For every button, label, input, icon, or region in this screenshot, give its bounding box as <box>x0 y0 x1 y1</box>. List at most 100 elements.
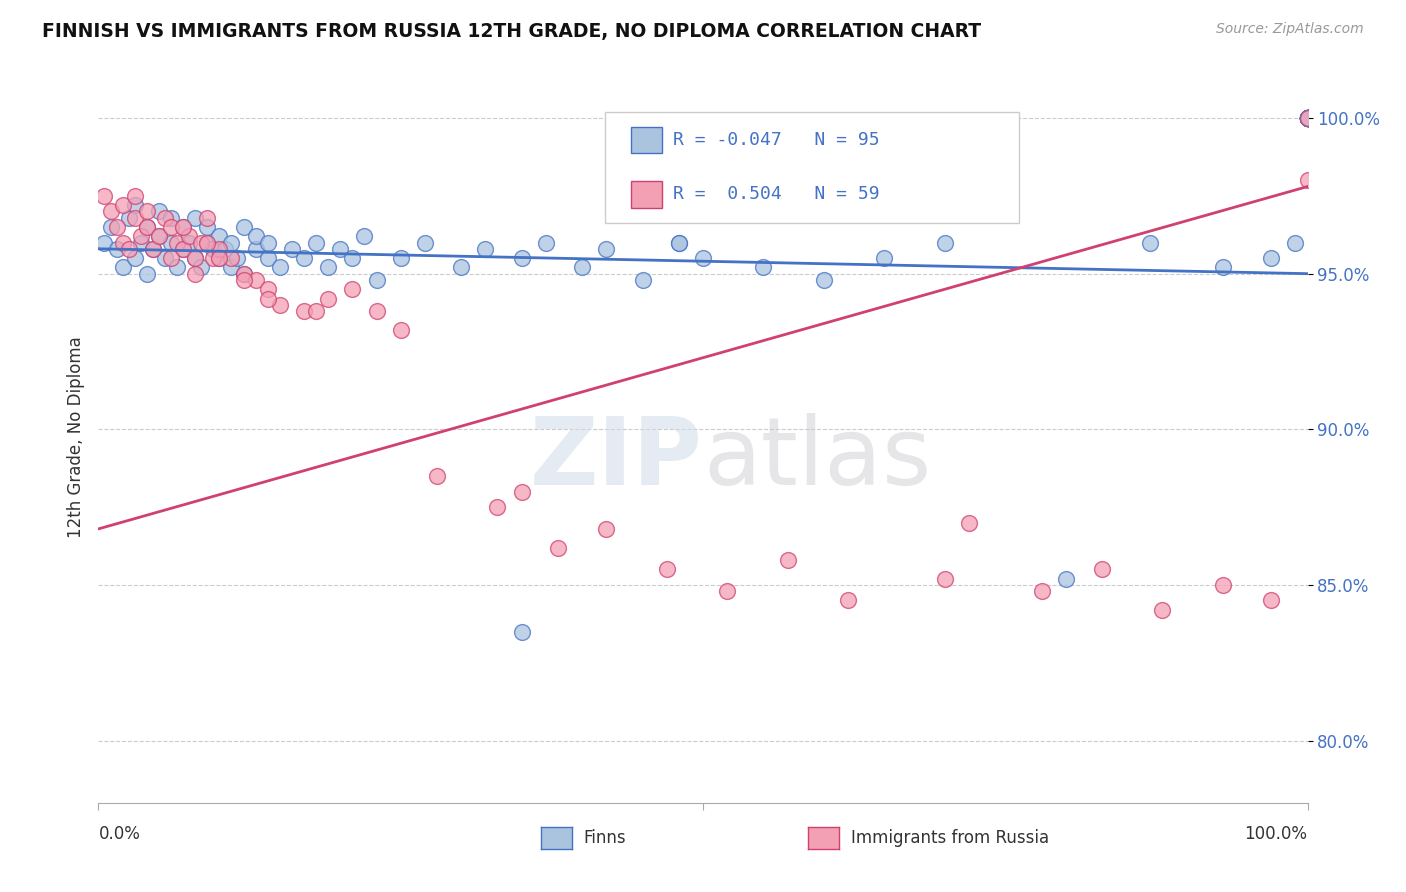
Point <box>195 235 218 250</box>
Point <box>148 229 170 244</box>
Point <box>111 198 134 212</box>
Point <box>135 219 157 234</box>
Point <box>172 242 194 256</box>
Point <box>105 242 128 256</box>
Point <box>1054 572 1077 586</box>
Y-axis label: 12th Grade, No Diploma: 12th Grade, No Diploma <box>66 336 84 538</box>
Point <box>1296 111 1319 125</box>
Point <box>172 242 194 256</box>
Point <box>208 251 231 265</box>
Point <box>1296 111 1319 125</box>
Point <box>305 235 328 250</box>
Point <box>232 267 254 281</box>
Point <box>1296 111 1319 125</box>
Point <box>195 219 218 234</box>
Point <box>124 189 146 203</box>
Point <box>1296 111 1319 125</box>
Point <box>153 211 176 225</box>
Point <box>1296 111 1319 125</box>
Point <box>595 522 617 536</box>
Point <box>184 267 207 281</box>
Point <box>957 516 980 530</box>
Point <box>100 204 122 219</box>
Point <box>190 235 212 250</box>
Point <box>160 211 183 225</box>
Text: FINNISH VS IMMIGRANTS FROM RUSSIA 12TH GRADE, NO DIPLOMA CORRELATION CHART: FINNISH VS IMMIGRANTS FROM RUSSIA 12TH G… <box>42 22 981 41</box>
Point <box>256 235 278 250</box>
Point <box>1212 578 1234 592</box>
Point <box>752 260 775 275</box>
Point <box>190 260 212 275</box>
Point <box>232 267 254 281</box>
Point <box>245 242 267 256</box>
Point <box>389 323 412 337</box>
Point <box>316 292 339 306</box>
Point <box>1031 584 1053 599</box>
Point <box>342 282 364 296</box>
Point <box>426 469 449 483</box>
Point <box>1091 562 1114 576</box>
Point <box>1296 111 1319 125</box>
Point <box>208 251 231 265</box>
Point <box>100 219 122 234</box>
Point <box>166 260 188 275</box>
Point <box>135 219 157 234</box>
Point <box>142 242 165 256</box>
Point <box>135 267 157 281</box>
Point <box>153 251 176 265</box>
Point <box>160 235 183 250</box>
Point <box>547 541 569 555</box>
Point <box>208 229 231 244</box>
Point <box>1260 251 1282 265</box>
Text: Source: ZipAtlas.com: Source: ZipAtlas.com <box>1216 22 1364 37</box>
Point <box>208 242 231 256</box>
Point <box>269 260 291 275</box>
Point <box>142 242 165 256</box>
Point <box>195 235 218 250</box>
Point <box>93 235 115 250</box>
Point <box>692 251 714 265</box>
Point <box>631 273 654 287</box>
Point <box>934 572 956 586</box>
Point <box>1296 111 1319 125</box>
Point <box>1296 111 1319 125</box>
Text: Immigrants from Russia: Immigrants from Russia <box>851 830 1049 847</box>
Point <box>184 211 207 225</box>
Text: R = -0.047   N = 95: R = -0.047 N = 95 <box>673 131 880 149</box>
Point <box>232 273 254 287</box>
Point <box>129 235 152 250</box>
Point <box>486 500 509 515</box>
Point <box>813 273 835 287</box>
Point <box>366 304 388 318</box>
Point <box>281 242 304 256</box>
Point <box>413 235 436 250</box>
Point <box>118 242 141 256</box>
Point <box>837 593 859 607</box>
Point <box>221 260 243 275</box>
Point <box>184 251 207 265</box>
Point <box>166 235 188 250</box>
Point <box>571 260 593 275</box>
Point <box>1260 593 1282 607</box>
Point <box>316 260 339 275</box>
Text: 0.0%: 0.0% <box>98 824 141 843</box>
Point <box>256 251 278 265</box>
Point <box>184 251 207 265</box>
Point <box>93 189 115 203</box>
Point <box>1296 111 1319 125</box>
Point <box>305 304 328 318</box>
Point <box>668 235 690 250</box>
Point <box>111 260 134 275</box>
Point <box>474 242 496 256</box>
Point <box>232 219 254 234</box>
Point <box>1296 111 1319 125</box>
Point <box>172 219 194 234</box>
Point <box>1152 603 1174 617</box>
Point <box>124 211 146 225</box>
Point <box>124 251 146 265</box>
Point <box>450 260 472 275</box>
Text: 100.0%: 100.0% <box>1244 824 1308 843</box>
Point <box>1296 111 1319 125</box>
Point <box>716 584 738 599</box>
Point <box>1296 111 1319 125</box>
